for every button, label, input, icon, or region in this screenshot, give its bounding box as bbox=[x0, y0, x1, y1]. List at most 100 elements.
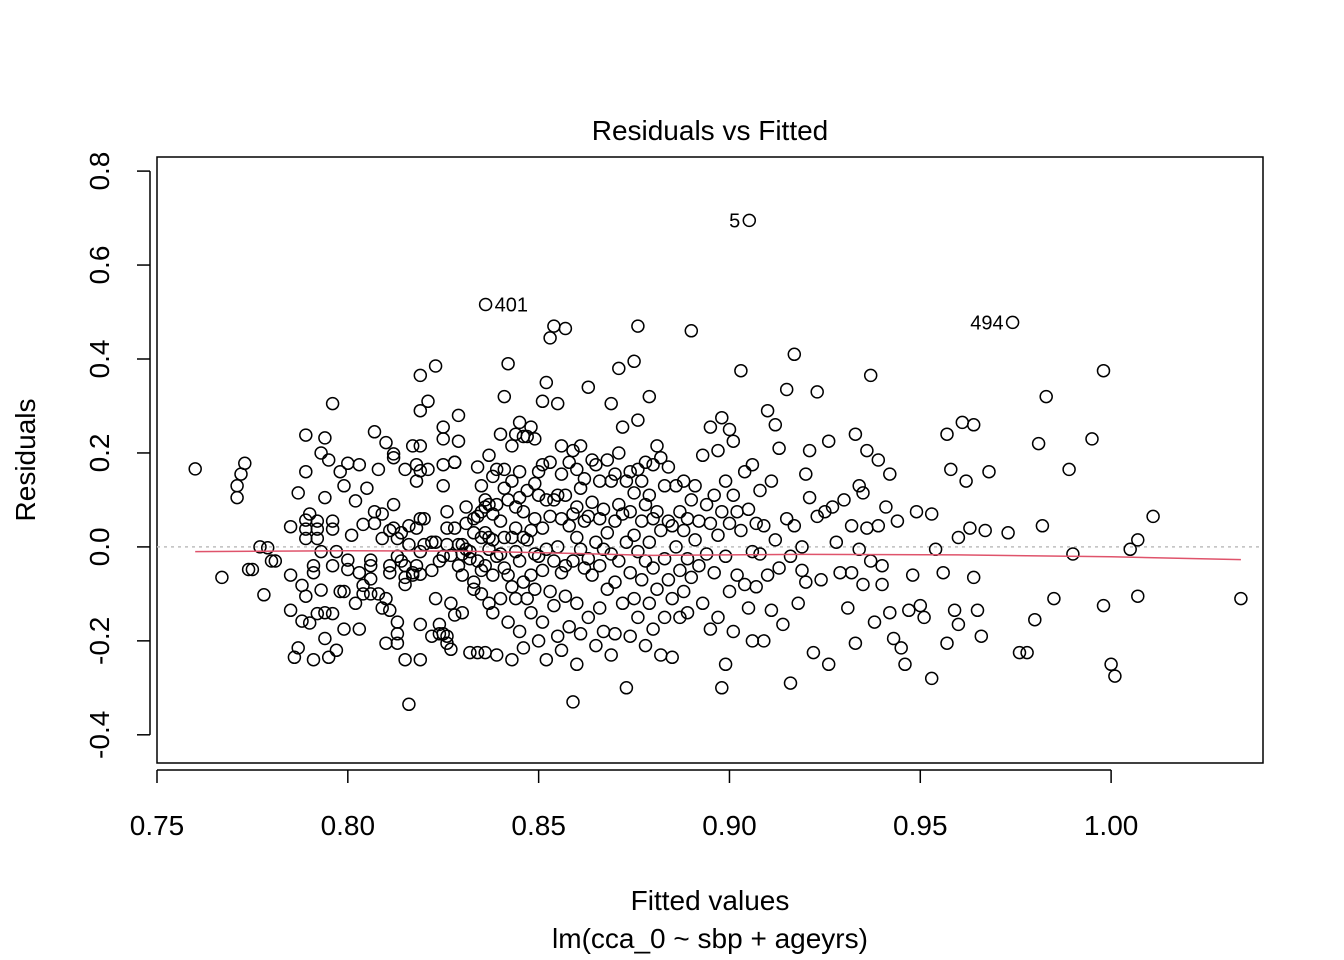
data-point bbox=[837, 493, 851, 507]
data-point bbox=[470, 554, 485, 568]
data-point bbox=[661, 460, 676, 474]
data-point bbox=[661, 514, 676, 528]
data-point bbox=[581, 380, 596, 394]
data-point bbox=[623, 629, 637, 643]
data-point bbox=[512, 415, 527, 430]
data-point bbox=[944, 462, 958, 477]
data-point bbox=[970, 603, 985, 618]
data-point bbox=[550, 396, 565, 411]
data-point bbox=[550, 488, 565, 502]
data-point bbox=[673, 563, 687, 578]
data-point bbox=[459, 516, 473, 531]
data-point bbox=[654, 648, 668, 662]
data-point bbox=[398, 577, 412, 592]
data-point bbox=[883, 605, 897, 620]
data-point bbox=[619, 681, 634, 695]
data-point bbox=[421, 394, 435, 409]
outlier-label-494: 494 bbox=[970, 312, 1003, 334]
data-point bbox=[1035, 519, 1050, 533]
data-point bbox=[432, 617, 447, 632]
data-point bbox=[680, 551, 695, 566]
data-point bbox=[386, 497, 401, 512]
data-point bbox=[600, 582, 615, 596]
data-point bbox=[547, 493, 561, 507]
data-point bbox=[585, 453, 599, 467]
data-point bbox=[627, 486, 641, 500]
data-point bbox=[489, 648, 504, 662]
x-tick-label: 0.80 bbox=[321, 810, 376, 841]
data-point bbox=[745, 457, 760, 472]
data-point bbox=[543, 509, 557, 524]
data-point bbox=[818, 504, 832, 519]
data-point bbox=[665, 650, 679, 665]
x-tick-label: 0.75 bbox=[130, 810, 185, 841]
data-point bbox=[566, 695, 580, 709]
y-axis-label: Residuals bbox=[10, 399, 41, 522]
data-point bbox=[478, 558, 492, 573]
data-point bbox=[757, 634, 771, 648]
data-point bbox=[558, 488, 573, 502]
data-point bbox=[810, 385, 824, 399]
data-point bbox=[367, 516, 382, 531]
data-point bbox=[688, 533, 702, 547]
data-point bbox=[352, 622, 367, 636]
data-point bbox=[528, 582, 542, 596]
data-point bbox=[337, 479, 351, 493]
data-point bbox=[558, 321, 573, 336]
data-point bbox=[535, 394, 550, 409]
data-point bbox=[856, 577, 870, 592]
data-point bbox=[978, 523, 992, 538]
data-point bbox=[570, 530, 584, 545]
data-point bbox=[741, 601, 756, 615]
data-point bbox=[863, 368, 878, 383]
data-point bbox=[482, 448, 496, 463]
data-point bbox=[302, 616, 317, 630]
data-point bbox=[955, 415, 970, 430]
data-point bbox=[924, 507, 939, 521]
data-point bbox=[631, 544, 645, 559]
data-point bbox=[394, 554, 409, 568]
data-point bbox=[486, 507, 500, 521]
data-point bbox=[314, 583, 328, 597]
data-point bbox=[707, 488, 721, 502]
data-point bbox=[905, 568, 920, 582]
data-point bbox=[325, 606, 340, 621]
data-point bbox=[1108, 669, 1122, 683]
data-point bbox=[612, 554, 626, 568]
data-point bbox=[299, 589, 313, 603]
data-point bbox=[474, 563, 489, 578]
data-point bbox=[646, 511, 660, 526]
data-point bbox=[371, 587, 386, 601]
data-point bbox=[413, 439, 428, 453]
y-tick-label: 0.6 bbox=[84, 246, 115, 285]
data-point bbox=[299, 531, 313, 546]
data-point bbox=[810, 509, 824, 524]
data-point bbox=[684, 570, 699, 585]
y-tick-label: -0.2 bbox=[84, 617, 115, 665]
data-point bbox=[520, 591, 534, 606]
data-point bbox=[730, 568, 744, 582]
data-point bbox=[486, 568, 500, 582]
data-point bbox=[375, 507, 389, 521]
data-point bbox=[547, 598, 561, 613]
data-point bbox=[306, 558, 321, 573]
data-point bbox=[554, 565, 569, 580]
y-tick-label: -0.4 bbox=[84, 711, 115, 759]
data-point bbox=[787, 347, 802, 362]
data-point bbox=[760, 403, 775, 418]
data-point bbox=[566, 443, 580, 458]
data-point bbox=[1131, 533, 1145, 547]
data-point bbox=[673, 504, 687, 519]
data-point bbox=[680, 605, 695, 620]
data-point bbox=[321, 650, 336, 665]
data-point bbox=[379, 435, 393, 450]
data-point bbox=[291, 641, 305, 655]
data-point bbox=[795, 563, 809, 578]
data-point bbox=[573, 542, 588, 557]
data-point bbox=[482, 542, 496, 557]
data-point bbox=[631, 319, 645, 333]
data-point bbox=[436, 432, 450, 446]
data-point bbox=[436, 420, 450, 434]
data-point bbox=[562, 455, 576, 470]
data-point bbox=[612, 361, 626, 376]
